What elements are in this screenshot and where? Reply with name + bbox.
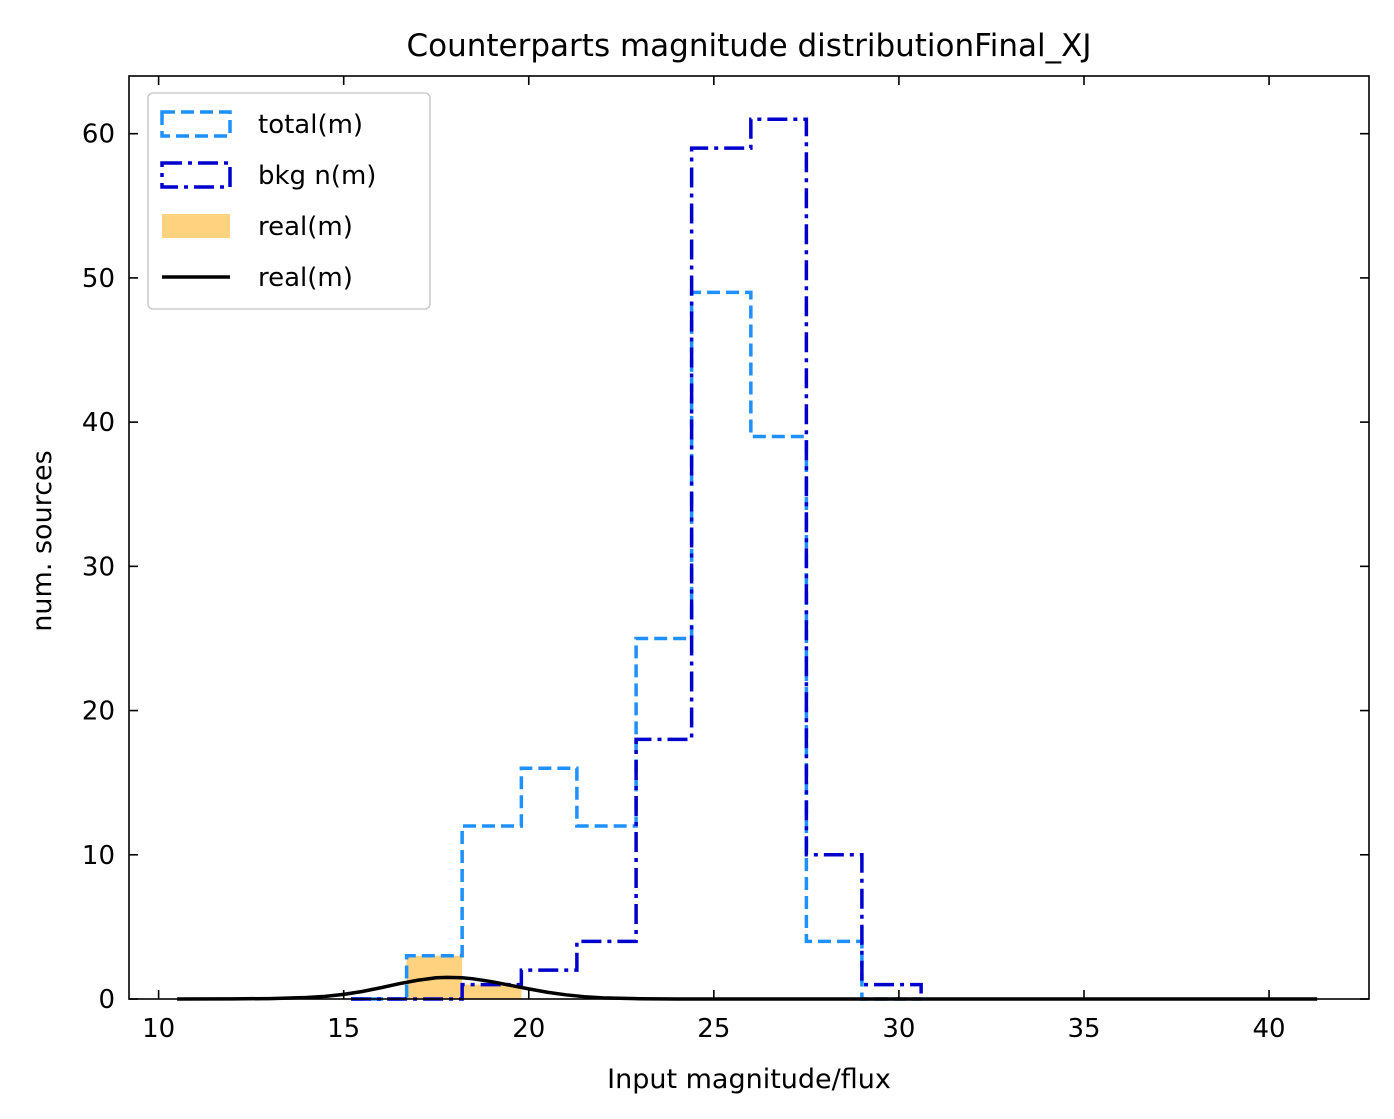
chart-title: Counterparts magnitude distributionFinal…: [407, 28, 1092, 64]
legend-label: real(m): [258, 263, 353, 293]
y-tick-label: 40: [82, 408, 115, 438]
legend: total(m) bkg n(m) real(m) real(m): [147, 92, 431, 310]
x-tick-label: 15: [327, 1014, 360, 1044]
legend-handle-bkg: [160, 161, 232, 189]
plot-frame: [128, 75, 1370, 1000]
series-bkg-step: [351, 117, 923, 1001]
x-tick-label: 35: [1067, 1014, 1100, 1044]
axes: 10 15 20 25 30 35 40 0 10 20 30 40 50 60: [82, 75, 1370, 1044]
legend-label: total(m): [258, 110, 363, 140]
legend-label: bkg n(m): [258, 161, 376, 191]
y-tick-label: 60: [82, 120, 115, 150]
legend-handle-real-bars: [162, 214, 230, 238]
legend-label: real(m): [258, 212, 353, 242]
x-tick-label: 20: [512, 1014, 545, 1044]
series-real-curve: [177, 975, 1318, 1001]
y-tick-label: 20: [82, 697, 115, 727]
y-tick-label: 50: [82, 264, 115, 294]
x-tick-label: 10: [142, 1014, 175, 1044]
y-tick-label: 10: [82, 841, 115, 871]
real-bar: [462, 984, 522, 999]
legend-handle-total: [160, 110, 232, 138]
legend-box: [147, 92, 431, 310]
x-tick-label: 30: [882, 1014, 915, 1044]
x-tick-label: 25: [697, 1014, 730, 1044]
x-axis-label: Input magnitude/flux: [607, 1064, 891, 1095]
y-axis-label: num. sources: [27, 450, 58, 631]
x-tick-label: 40: [1253, 1014, 1286, 1044]
series-total-step: [351, 290, 922, 1001]
y-tick-label: 0: [98, 985, 115, 1015]
y-tick-label: 30: [82, 552, 115, 582]
